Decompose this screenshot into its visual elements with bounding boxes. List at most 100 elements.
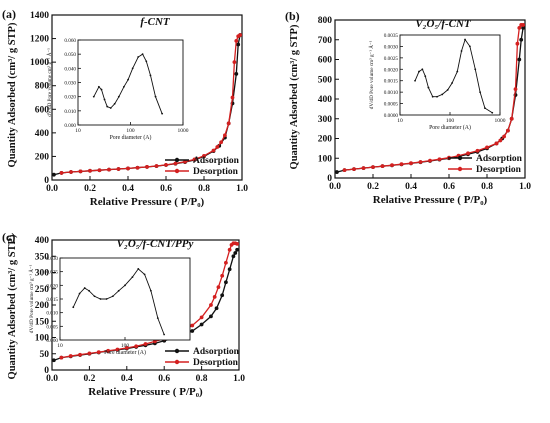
data-point-desorption — [418, 160, 423, 164]
panel-title: V₂O₅/f-CNT — [415, 18, 472, 30]
x-tick-label: 1.0 — [519, 182, 531, 192]
inset-y-tick-label: 0.0020 — [384, 67, 399, 73]
inset-data-point — [127, 78, 129, 81]
data-point-desorption — [216, 285, 221, 290]
data-point-desorption — [59, 171, 64, 175]
inset-data-point — [145, 60, 148, 63]
inset-y-tick-label: 0.010 — [46, 311, 58, 317]
inset-data-point — [124, 284, 126, 287]
x-tick-label: 0.6 — [160, 184, 172, 194]
y-tick-label: 800 — [318, 16, 333, 26]
inset-data-point — [421, 68, 424, 71]
panel-a: 0.0 0.2 0.4 0.6 0.8 1.00200400600800100012001… — [2, 7, 248, 208]
y-axis-label: Quantity Adsorbed (cm³/ g STP) — [7, 234, 18, 379]
data-point-desorption — [380, 164, 385, 169]
x-tick-label: 0.2 — [84, 184, 96, 194]
data-point-desorption — [115, 347, 120, 352]
x-axis-label: Relative Pressure ( P/P₀) — [373, 194, 488, 206]
y-tick-label: 1400 — [30, 11, 49, 21]
y-tick-label: 300 — [318, 115, 333, 125]
legend-entry: Desorption — [476, 165, 522, 175]
inset-data-point — [484, 107, 486, 110]
data-point-desorption — [183, 159, 187, 164]
data-point-desorption — [226, 121, 231, 126]
x-tick-label: 0.6 — [158, 374, 170, 384]
y-tick-label: 300 — [35, 269, 50, 279]
data-point-desorption — [342, 168, 347, 173]
legend-marker — [174, 348, 180, 354]
data-point-desorption — [229, 242, 234, 247]
y-tick-label: 0 — [44, 366, 49, 376]
plot-frame — [51, 14, 243, 181]
data-point-desorption — [399, 162, 404, 167]
x-tick-label: 0.2 — [367, 182, 379, 192]
inset-data-point — [436, 95, 438, 98]
y-tick-label: 1000 — [30, 58, 49, 68]
data-point-desorption — [502, 134, 506, 139]
inset-data-point — [161, 112, 164, 115]
data-point-desorption — [135, 165, 140, 170]
inset-data-point — [109, 107, 112, 109]
data-point-desorption — [215, 145, 220, 149]
data-point-adsorption — [236, 42, 241, 47]
data-point-adsorption — [51, 358, 56, 363]
data-point-desorption — [199, 315, 204, 320]
inset-data-point — [154, 95, 157, 98]
y-tick-label: 400 — [35, 236, 50, 246]
inset-data-point — [123, 85, 125, 88]
inset-data-point — [117, 95, 120, 98]
data-point-desorption — [202, 153, 206, 158]
inset-data-point — [93, 295, 96, 298]
data-point-desorption — [69, 170, 73, 174]
inset-data-point — [456, 70, 459, 73]
inset-data-point — [468, 45, 471, 48]
data-point-desorption — [230, 95, 235, 100]
inset-data-point — [78, 292, 81, 295]
data-point-desorption — [352, 167, 356, 172]
data-point-adsorption — [199, 322, 204, 327]
data-point-desorption — [154, 164, 159, 168]
inset-data-point — [105, 298, 108, 300]
y-tick-label: 600 — [35, 105, 50, 115]
data-point-adsorption — [190, 329, 195, 333]
subplot-letter: (b) — [285, 9, 300, 23]
x-tick-label: 0.0 — [46, 374, 58, 384]
inset-y-axis-label: dV/dD Pore volume cm³ g⁻¹ Å⁻¹ — [367, 40, 375, 109]
inset-series-line — [414, 38, 493, 114]
inset-data-point — [103, 98, 106, 101]
inset-x-axis-label: Pore diameter (A) — [104, 349, 146, 356]
y-tick-label: 100 — [35, 334, 50, 344]
inset-data-point — [149, 74, 152, 77]
data-point-desorption — [107, 167, 111, 172]
y-tick-label: 600 — [318, 56, 333, 66]
data-point-desorption — [116, 167, 121, 171]
data-point-desorption — [96, 350, 101, 355]
inset-x-tick-label: 100 — [121, 343, 130, 349]
inset-y-tick-label: 0.050 — [64, 52, 76, 58]
data-point-desorption — [209, 303, 213, 307]
x-tick-label: 0.6 — [443, 182, 455, 192]
data-point-adsorption — [220, 293, 225, 298]
data-point-desorption — [437, 157, 442, 162]
data-point-desorption — [211, 148, 216, 153]
data-point-desorption — [485, 145, 489, 150]
data-point-desorption — [517, 26, 522, 30]
inset-y-tick-label: 0.020 — [46, 283, 58, 289]
data-point-adsorption — [234, 72, 239, 76]
inset-data-point — [460, 50, 463, 52]
inset-x-tick-label: 100 — [126, 128, 135, 134]
y-tick-label: 50 — [40, 350, 50, 360]
x-tick-label: 0.4 — [122, 184, 134, 194]
inset-y-tick-label: 0.005 — [46, 324, 58, 330]
inset-data-point — [149, 289, 152, 292]
inset-y-tick-label: 0.010 — [64, 109, 76, 115]
inset-data-point — [137, 56, 140, 58]
inset-data-point — [143, 273, 146, 276]
inset-y-axis-label: dV/dD Pore volume cm³ g⁻¹ Å⁻¹ — [27, 264, 35, 333]
y-tick-label: 250 — [35, 285, 50, 295]
y-axis-label: Quantity Adsorbed (cm³/ g STP) — [289, 24, 300, 169]
data-point-desorption — [173, 161, 178, 166]
inset-y-tick-label: 0.030 — [46, 256, 58, 262]
legend-marker — [174, 359, 180, 365]
data-point-desorption — [509, 116, 514, 121]
